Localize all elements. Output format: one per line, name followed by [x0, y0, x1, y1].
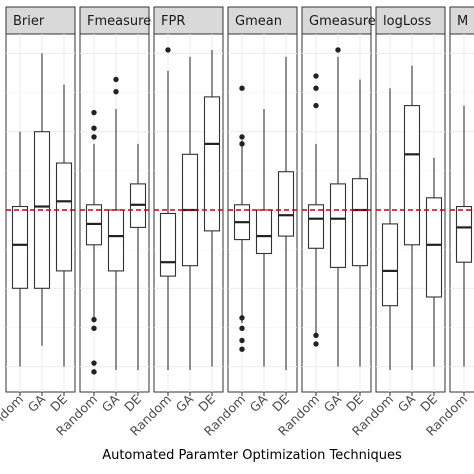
strip-label: M	[457, 14, 468, 29]
strip-header	[449, 6, 474, 35]
outlier-point	[239, 141, 245, 147]
x-tick-label-ga: GA	[395, 391, 419, 415]
box-random	[381, 88, 399, 371]
strip-label: FPR	[161, 14, 185, 29]
box-body	[351, 178, 369, 267]
x-axis-title: Automated Paramter Optimization Techniqu…	[102, 448, 402, 463]
box-body	[381, 223, 399, 307]
outlier-point	[239, 315, 245, 321]
outlier-point	[313, 85, 319, 91]
outlier-point	[91, 134, 97, 140]
x-tick-label-de: DE	[47, 391, 70, 414]
x-tick-label-de: DE	[417, 391, 440, 414]
outlier-point	[239, 346, 245, 352]
x-tick-label-ga: GA	[247, 391, 271, 415]
box-de	[129, 143, 147, 371]
box-body	[307, 204, 325, 249]
box-body	[329, 183, 347, 268]
box-random	[307, 73, 325, 347]
strip-header	[227, 6, 298, 35]
box-de	[203, 49, 221, 367]
outlier-point	[313, 332, 319, 338]
box-ga	[107, 76, 125, 371]
outlier-point	[239, 85, 245, 91]
box-random	[233, 85, 251, 352]
x-tick-label-ga: GA	[173, 391, 197, 415]
x-tick-label-de: DE	[195, 391, 218, 414]
box-body	[107, 209, 125, 272]
box-de	[277, 56, 295, 371]
box-random	[159, 47, 177, 371]
box-random	[85, 109, 103, 375]
box-ga	[329, 47, 347, 367]
outlier-point	[91, 125, 97, 131]
outlier-point	[313, 341, 319, 347]
box-body	[55, 162, 73, 272]
outlier-point	[313, 102, 319, 109]
box-de	[55, 84, 73, 367]
strip-header	[5, 6, 76, 35]
x-tick-label-random: Random	[0, 392, 26, 439]
outlier-point	[91, 325, 97, 332]
outlier-point	[91, 360, 97, 366]
box-body	[277, 171, 295, 237]
x-tick-label-ga: GA	[99, 391, 123, 415]
box-body	[203, 96, 221, 232]
strip-label: Gmeasure	[309, 14, 376, 29]
box-body	[255, 209, 273, 255]
outlier-point	[165, 47, 171, 53]
x-tick-label-de: DE	[269, 391, 292, 414]
x-tick-label-de: DE	[343, 391, 366, 414]
x-tick-label-de: DE	[121, 391, 144, 414]
outlier-point	[335, 47, 341, 53]
strip-header	[375, 6, 446, 35]
box-random	[11, 131, 29, 367]
panels: BrierRandomGADEFmeasureRandomGADEFPRRand…	[0, 6, 474, 439]
box-body	[403, 105, 421, 246]
strip-label: Gmean	[235, 14, 282, 29]
box-de	[425, 157, 443, 367]
strip-label: Fmeasure	[87, 14, 151, 29]
box-random	[455, 105, 473, 367]
outlier-point	[91, 109, 97, 116]
outlier-point	[313, 73, 319, 79]
strip-label: logLoss	[383, 14, 432, 29]
outlier-point	[113, 88, 119, 95]
outlier-point	[91, 316, 97, 323]
box-body	[425, 197, 443, 298]
outlier-point	[91, 369, 97, 375]
x-tick-label-ga: GA	[25, 391, 49, 415]
outlier-point	[113, 76, 119, 83]
x-tick-label-ga: GA	[321, 391, 345, 415]
box-body	[455, 205, 473, 263]
strip-label: Brier	[13, 14, 45, 29]
outlier-point	[239, 134, 245, 140]
box-body	[11, 205, 29, 289]
outlier-point	[239, 337, 245, 344]
strip-header	[153, 6, 224, 35]
box-body	[159, 212, 177, 277]
outlier-point	[239, 325, 245, 332]
